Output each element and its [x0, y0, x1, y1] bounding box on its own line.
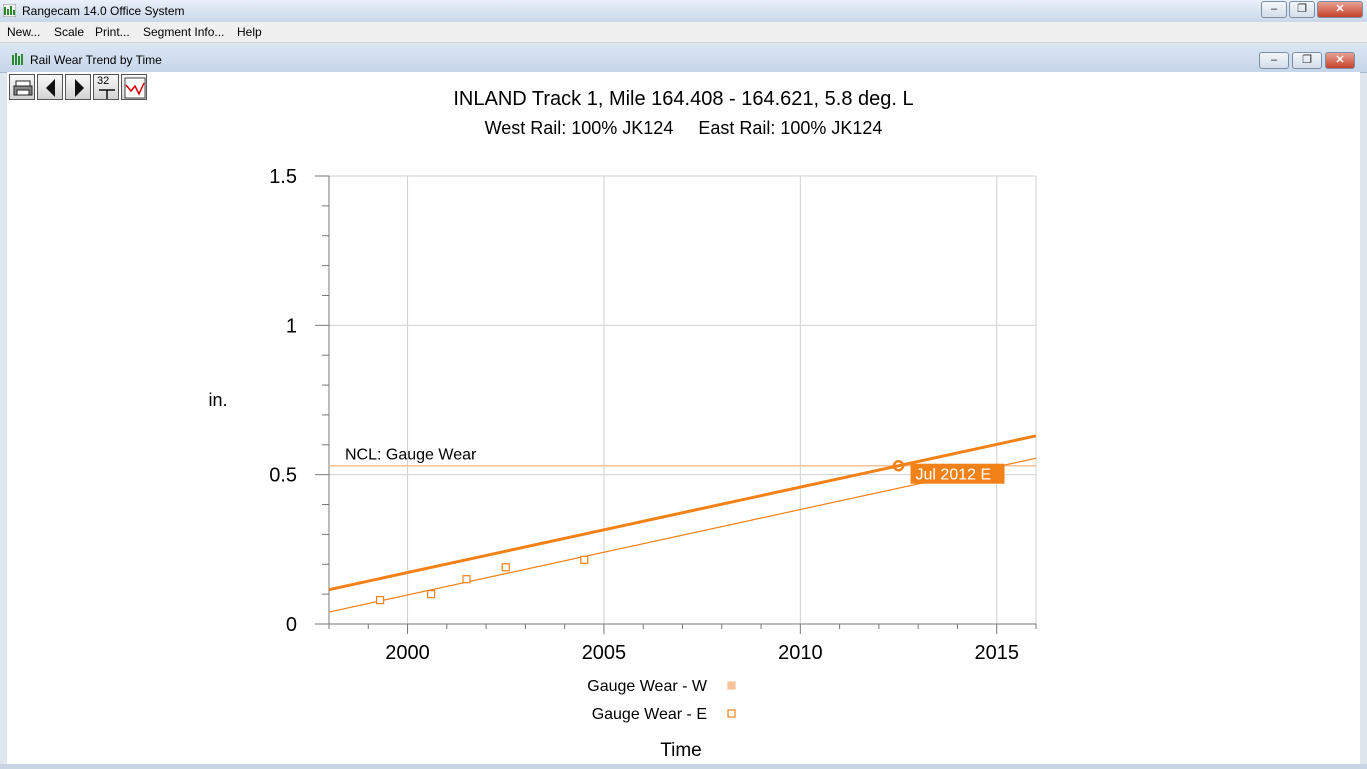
trend-chart-button[interactable] [121, 74, 147, 100]
y-tick-label: 1 [286, 315, 297, 337]
arrow-right-icon [75, 79, 84, 97]
next-button[interactable] [65, 74, 91, 100]
annotation-marker [892, 459, 905, 472]
arrow-left-icon [46, 79, 55, 97]
data-point [375, 596, 385, 605]
taskbar-strip [0, 764, 1367, 769]
y-axis-label: in. [208, 390, 227, 410]
legend-marker [727, 681, 736, 690]
y-tick-label: 0.5 [269, 465, 297, 487]
previous-button[interactable] [37, 74, 63, 100]
data-point [462, 575, 471, 584]
menu-scale[interactable]: Scale [54, 25, 85, 39]
app-close-button[interactable]: ✕ [1317, 1, 1363, 18]
chart-window-minimize-button[interactable]: – [1259, 52, 1289, 69]
legend-marker [727, 709, 736, 718]
app-restore-button[interactable]: ❐ [1289, 1, 1315, 18]
x-tick-label: 2010 [778, 642, 823, 664]
y-tick-label: 0 [286, 614, 297, 636]
x-tick-label: 2000 [385, 642, 430, 664]
menu-segment-info[interactable]: Segment Info... [143, 25, 225, 39]
legend-label: Gauge Wear - E [592, 706, 707, 723]
annotation-box [910, 463, 1005, 484]
chart-window-close-button[interactable]: ✕ [1325, 52, 1355, 69]
legend-label: Gauge Wear - W [587, 678, 708, 695]
trend-upper-line [328, 434, 1037, 592]
chart-title: INLAND Track 1, Mile 164.408 - 164.621, … [453, 88, 914, 110]
printer-icon [13, 80, 33, 96]
chart-window-titlebar: Rail Wear Trend by Time – ❐ ✕ [0, 44, 1367, 73]
line-chart-icon [124, 77, 146, 99]
ncl-label: NCL: Gauge Wear [345, 447, 477, 464]
chart-area: 32 INLAND Track 1, Mile 164.408 - 164.62… [7, 72, 1360, 764]
x-tick-label: 2015 [974, 642, 1019, 664]
menu-help[interactable]: Help [237, 25, 262, 39]
x-tick-label: 2005 [582, 642, 627, 664]
chart-plot: 0 0.5 1 1.5 2000 2005 2010 2015 in. Time NCL: Gaug… [208, 166, 1037, 761]
app-minimize-button[interactable]: – [1261, 1, 1287, 18]
app-titlebar: Rangecam 14.0 Office System – ❐ ✕ [0, 0, 1367, 23]
chart-subtitle: West Rail: 100% JK124 East Rail: 100% JK… [484, 118, 883, 138]
trend-lower-line [328, 457, 1037, 613]
x-axis-label: Time [660, 740, 702, 761]
data-point [427, 590, 436, 599]
chart-window-title: Rail Wear Trend by Time [30, 53, 162, 67]
y-tick-label: 1.5 [269, 166, 297, 188]
menu-print[interactable]: Print... [95, 25, 130, 39]
app-icon [2, 3, 17, 18]
number-button[interactable]: 32 [93, 74, 119, 100]
chart-window-icon [11, 52, 25, 66]
print-button[interactable] [9, 74, 35, 100]
annotation-label: Jul 2012 E [916, 467, 992, 484]
chart-window-restore-button[interactable]: ❐ [1292, 52, 1322, 69]
ruler-icon [99, 89, 115, 99]
data-point [501, 563, 510, 572]
data-point [580, 555, 589, 564]
menu-bar: New... Scale Print... Segment Info... He… [0, 22, 1367, 43]
app-title: Rangecam 14.0 Office System [22, 4, 185, 18]
number-button-label: 32 [97, 75, 110, 87]
menu-new[interactable]: New... [7, 25, 41, 39]
